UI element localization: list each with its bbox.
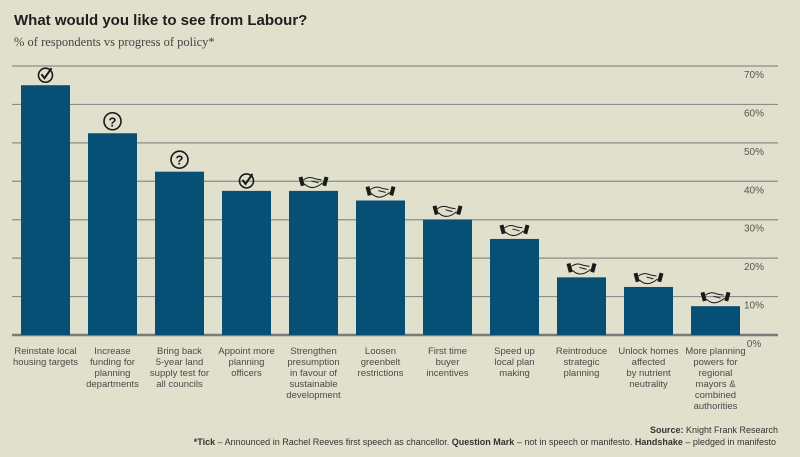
legend-description: – not in speech or manifesto. — [514, 437, 635, 447]
x-category-label-line: presumption — [287, 357, 340, 368]
x-category-label: Reinstate local housing targets — [11, 346, 81, 368]
handshake-icon — [365, 186, 396, 198]
x-category-label-line: regional — [698, 368, 733, 379]
bar — [557, 277, 606, 335]
question-mark-icon: ? — [170, 150, 189, 169]
x-category-label-line: housing targets — [13, 357, 78, 368]
y-tick-label: 40% — [744, 185, 764, 196]
x-category-label-line: by nutrient — [626, 368, 671, 379]
bar — [21, 85, 70, 335]
y-tick-label: 10% — [744, 301, 764, 312]
x-category-label-line: Unlock homes — [618, 346, 679, 357]
x-category-label: Loosen greenbelt restrictions — [346, 346, 416, 379]
x-category-label-line: planning — [563, 368, 600, 379]
bar — [490, 238, 539, 335]
x-category-label-line: buyer — [435, 357, 460, 368]
tick-icon — [238, 173, 255, 189]
source-line: Source: Knight Frank Research — [650, 425, 778, 435]
question-mark-icon: ? — [103, 111, 122, 131]
handshake-icon — [700, 291, 731, 304]
bar — [88, 133, 137, 335]
x-category-label-line: Loosen — [364, 346, 397, 357]
y-tick-label: 0% — [747, 339, 762, 350]
x-category-label-line: Bring back — [157, 346, 202, 357]
x-category-label-line: funding for — [90, 357, 135, 368]
chart-title: What would you like to see from Labour? — [14, 12, 308, 29]
legend-footnote: *Tick – Announced in Rachel Reeves first… — [194, 437, 776, 447]
x-category-label-line: More planning — [685, 346, 746, 357]
handshake-icon — [432, 205, 463, 217]
y-tick-label: 30% — [744, 224, 764, 235]
x-category-label-line: greenbelt — [360, 357, 401, 368]
x-category-label-line: all councils — [156, 379, 203, 390]
svg-text:?: ? — [176, 153, 184, 168]
bar — [624, 286, 673, 335]
x-category-label-line: neutrality — [629, 379, 668, 390]
legend-key: Question Mark — [451, 437, 515, 447]
y-tick-label: 50% — [744, 147, 764, 158]
x-category-label-line: officers — [231, 368, 262, 379]
x-category-label-line: strategic — [563, 357, 600, 368]
x-category-label-line: mayors & — [695, 379, 736, 390]
chart-subtitle: % of respondents vs progress of policy* — [14, 35, 215, 49]
x-category-label-line: supply test for — [149, 368, 210, 379]
handshake-icon — [499, 224, 530, 237]
x-category-label-line: local plan — [494, 357, 535, 368]
legend-key: Handshake — [634, 437, 683, 447]
legend-key: *Tick — [193, 437, 216, 447]
source-label: Source: — [649, 425, 684, 435]
x-category-label-line: 5-year land — [155, 357, 204, 368]
legend-description: – pledged in manifesto — [682, 437, 776, 447]
handshake-icon — [633, 272, 664, 285]
x-category-label: First time buyer incentives — [413, 346, 483, 379]
x-category-label-line: planning — [94, 368, 131, 379]
x-category-label-line: planning — [228, 357, 265, 368]
x-category-label: More planning powers for regional mayors & c… — [681, 346, 751, 412]
x-category-label-line: in favour of — [290, 368, 337, 379]
x-category-label-line: Speed up — [494, 346, 535, 357]
tick-icon — [37, 67, 54, 84]
bar — [356, 200, 405, 335]
x-category-label-line: development — [286, 390, 341, 401]
x-category-label-line: sustainable — [289, 379, 338, 390]
x-category-label-line: incentives — [426, 368, 469, 379]
x-category-label: Increase funding for planning departments — [78, 346, 148, 390]
x-category-label-line: First time — [427, 346, 468, 357]
x-category-label-line: affected — [631, 357, 666, 368]
x-category-label-line: combined — [694, 390, 737, 401]
svg-text:?: ? — [109, 114, 117, 129]
x-category-label: Reintroduce strategic planning — [547, 346, 617, 379]
x-category-label: Speed up local plan making — [480, 346, 550, 379]
source-text: Knight Frank Research — [683, 425, 778, 435]
handshake-icon — [298, 176, 329, 189]
bar — [691, 306, 740, 335]
x-category-label-line: making — [499, 368, 530, 379]
bar — [222, 190, 271, 335]
bar — [155, 171, 204, 335]
x-category-label-line: powers for — [693, 357, 738, 368]
x-category-label-line: Strengthen — [290, 346, 337, 357]
x-category-label: Strengthen presumption in favour of sustain… — [279, 346, 349, 401]
x-category-label-line: departments — [86, 379, 139, 390]
x-category-label: Appoint more planning officers — [212, 346, 282, 379]
x-category-label: Unlock homes affected by nutrient neutralit… — [614, 346, 684, 390]
handshake-icon — [566, 262, 597, 275]
x-category-label: Bring back 5-year land supply test for all … — [145, 346, 215, 390]
bar — [289, 190, 338, 335]
x-category-label-line: restrictions — [357, 368, 404, 379]
x-category-label-line: Appoint more — [218, 346, 275, 357]
y-tick-label: 20% — [744, 262, 764, 273]
y-tick-label: 60% — [744, 108, 764, 119]
y-tick-label: 70% — [744, 70, 764, 81]
x-category-label-line: authorities — [693, 401, 738, 412]
bar — [423, 219, 472, 335]
x-category-label-line: Increase — [94, 346, 131, 357]
x-category-label-line: Reintroduce — [555, 346, 608, 357]
legend-description: – Announced in Rachel Reeves first speec… — [215, 437, 452, 447]
x-category-label-line: Reinstate local — [14, 346, 77, 357]
